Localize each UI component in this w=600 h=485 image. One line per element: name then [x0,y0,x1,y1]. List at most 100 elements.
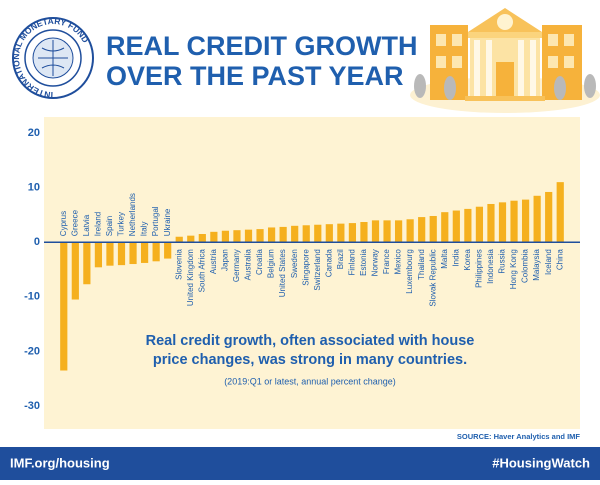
bar [187,235,195,243]
bar [256,229,264,243]
x-tick-label: Mexico [394,249,403,275]
bar [94,242,103,268]
x-tick-label: Germany [232,249,241,282]
x-tick-label: Slovenia [174,249,183,280]
x-tick-label: Hong Kong [509,249,518,289]
x-tick-label: Colombia [521,249,530,283]
x-tick-label: South Africa [197,249,206,293]
x-tick-label: Russia [498,249,507,274]
footer-link: IMF.org/housing [10,455,110,470]
bar [371,220,380,243]
y-tick-label: 0 [34,236,40,248]
x-tick-label: Spain [105,216,114,236]
bar [348,223,357,243]
x-tick-label: Iceland [544,249,553,275]
annotation-line: Real credit growth, often associated wit… [146,333,475,349]
x-tick-label: Malaysia [532,249,541,281]
bar [464,208,472,243]
x-tick-label: Greece [70,209,79,236]
bar [152,242,160,262]
bar [198,234,206,243]
bar [337,223,345,243]
x-tick-label: France [382,249,391,274]
bar [487,203,495,243]
bar [129,242,137,265]
bar [210,231,218,243]
title-line: OVER THE PAST YEAR [106,61,404,91]
x-tick-label: Cyprus [59,211,68,236]
x-tick-label: Netherlands [128,193,137,236]
x-tick-label: Korea [463,249,472,271]
annotation-line: price changes, was strong in many countr… [153,352,467,368]
bar [164,242,172,259]
x-tick-label: Latvia [82,214,91,236]
x-tick-label: Finland [348,249,357,275]
bar [521,199,530,243]
bar [441,212,449,243]
x-tick-label: Austria [209,249,218,274]
bar [429,215,437,243]
bar [221,230,230,243]
x-tick-label: Slovak Republic [428,249,437,306]
bar [510,200,518,243]
footer-hashtag: #HousingWatch [492,455,590,470]
bar [498,202,507,243]
x-tick-label: Portugal [151,206,160,236]
x-tick-label: Italy [140,222,149,237]
x-tick-label: Singapore [301,249,310,286]
x-tick-label: Japan [221,249,230,271]
x-tick-label: Brazil [336,249,345,269]
x-tick-label: Switzerland [313,249,322,290]
x-tick-label: Indonesia [486,249,495,284]
x-tick-label: Norway [371,249,380,276]
bar [279,226,287,243]
x-tick-label: Luxembourg [405,249,414,293]
y-tick-label: 10 [28,182,40,194]
source: SOURCE: Haver Analytics and IMF [457,432,581,441]
bar [383,220,391,243]
bar [106,242,114,266]
bar [406,219,414,243]
bar [314,224,322,243]
bar [418,217,426,243]
bar [244,229,253,243]
bar [533,195,541,243]
bar [325,224,333,243]
bar [140,242,149,263]
x-tick-label: Croatia [255,249,264,275]
x-tick-label: India [451,249,460,267]
bar [452,210,460,243]
bar [267,227,276,243]
footer-bar [0,447,600,480]
note: (2019:Q1 or latest, annual percent chang… [224,376,396,386]
x-tick-label: Philippines [475,249,484,288]
bar [394,220,403,243]
bar [475,206,484,243]
plot-background [44,117,580,429]
bar [545,191,553,243]
bar [117,242,126,266]
x-tick-label: United Kingdom [186,249,195,306]
x-tick-label: United States [278,249,287,297]
y-tick-label: 20 [28,127,40,139]
title-line: REAL CREDIT GROWTH [106,31,418,61]
x-tick-label: Ireland [94,212,103,236]
bar [71,242,79,300]
x-tick-label: Belgium [267,249,276,278]
bar [291,225,299,243]
y-tick-label: -10 [24,291,40,303]
x-tick-label: Ukraine [163,208,172,236]
bar [60,242,68,371]
bar [233,230,241,243]
x-tick-label: Malta [440,249,449,269]
bar [556,182,564,243]
y-tick-label: -20 [24,345,40,357]
bar [175,236,183,243]
bar [83,242,91,285]
y-tick-label: -30 [24,400,40,412]
x-tick-label: Turkey [117,212,126,236]
x-tick-label: Estonia [359,249,368,276]
x-tick-label: Thailand [417,249,426,280]
building-illustration [410,8,600,113]
